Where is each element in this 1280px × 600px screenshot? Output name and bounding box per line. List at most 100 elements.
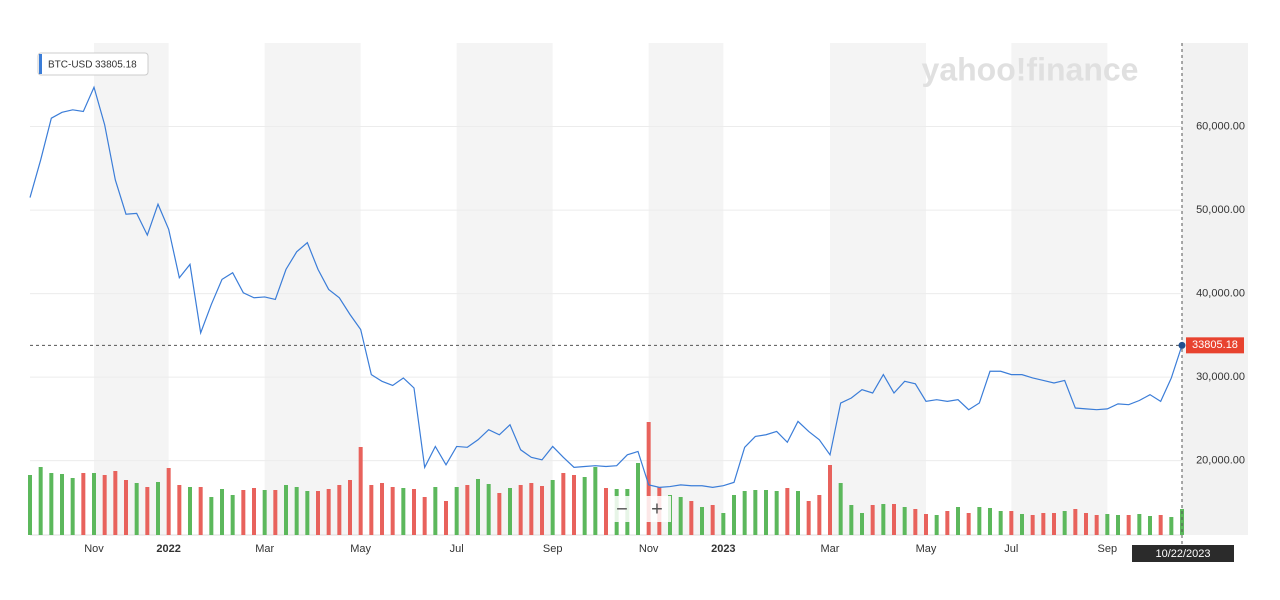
date-badge-label: 10/22/2023 — [1155, 548, 1210, 560]
month-band — [456, 43, 553, 535]
x-tick-label: Nov — [84, 543, 104, 555]
volume-bar — [241, 490, 246, 535]
volume-bar — [422, 497, 427, 535]
volume-bar — [444, 501, 448, 535]
volume-bar — [508, 488, 512, 535]
volume-bar — [102, 475, 107, 535]
volume-bar — [742, 491, 747, 535]
volume-bar — [646, 422, 651, 535]
volume-bar — [262, 490, 267, 535]
y-tick-label: 30,000.00 — [1196, 371, 1245, 383]
volume-bar — [966, 513, 971, 535]
volume-bar — [582, 477, 587, 535]
volume-bar — [124, 480, 128, 535]
zoom-button[interactable] — [643, 496, 671, 522]
zoom-button-label[interactable]: − — [616, 498, 628, 520]
volume-bar — [70, 478, 75, 535]
volume-bar — [1041, 513, 1046, 535]
volume-bar — [881, 504, 886, 535]
month-band — [648, 43, 724, 535]
volume-bar — [945, 511, 950, 535]
price-badge — [1186, 337, 1244, 354]
volume-bar — [198, 487, 203, 535]
volume-bar — [337, 485, 342, 535]
price-badge-label: 33805.18 — [1192, 339, 1238, 351]
volume-bar — [1126, 515, 1131, 535]
volume-bar — [1094, 515, 1099, 535]
zoom-button[interactable] — [608, 496, 636, 522]
volume-bar — [134, 483, 139, 535]
legend-box — [37, 52, 149, 76]
x-tick-label: May — [916, 543, 937, 555]
volume-bar — [732, 495, 736, 535]
volume-bar — [860, 513, 864, 535]
volume-bar — [689, 501, 694, 535]
volume-bar — [1158, 515, 1163, 535]
x-tick-label: Sep — [543, 543, 563, 555]
zoom-button-label[interactable]: + — [651, 498, 663, 520]
watermark: yahoo!finance — [922, 51, 1139, 87]
x-tick-label: Jul — [1004, 543, 1018, 555]
volume-bar — [166, 468, 171, 535]
volume-bar — [28, 475, 32, 535]
volume-bar — [902, 507, 907, 535]
volume-bar — [604, 488, 608, 535]
volume-bar — [593, 467, 598, 535]
y-tick-label: 60,000.00 — [1196, 120, 1245, 132]
y-tick-label: 40,000.00 — [1196, 288, 1245, 300]
volume-bar — [988, 508, 992, 535]
volume-bar — [1180, 509, 1184, 535]
volume-bar — [1148, 516, 1152, 535]
month-band — [830, 43, 926, 535]
volume-bar — [1062, 511, 1067, 535]
y-tick-label: 20,000.00 — [1196, 455, 1245, 467]
x-tick-label: Jul — [450, 543, 464, 555]
volume-bar — [1137, 514, 1142, 535]
volume-bar — [817, 495, 822, 535]
volume-bar — [892, 504, 896, 535]
volume-bar — [284, 485, 288, 535]
volume-bar — [188, 487, 192, 535]
date-badge — [1132, 545, 1234, 562]
legend-name: BTC-USD — [48, 60, 92, 71]
volume-bar — [1052, 513, 1056, 535]
month-band — [94, 43, 169, 535]
volume-bar — [540, 486, 544, 535]
x-tick-label: Nov — [639, 543, 659, 555]
volume-bar — [1030, 515, 1035, 535]
volume-bar — [838, 483, 843, 535]
x-tick-label: 2023 — [711, 543, 735, 555]
volume-bar — [1020, 514, 1024, 535]
x-tick-label: May — [350, 543, 371, 555]
legend-value: 33805.18 — [95, 60, 137, 71]
volume-bar — [956, 507, 960, 535]
volume-bar — [1105, 514, 1110, 535]
volume-bar — [497, 493, 502, 535]
volume-bar — [209, 497, 214, 535]
month-band — [264, 43, 361, 535]
volume-bar — [998, 511, 1003, 535]
volume-bar — [305, 491, 310, 535]
volume-bar — [433, 487, 438, 535]
volume-bar — [486, 484, 491, 535]
volume-bar — [113, 471, 118, 535]
volume-bar — [380, 483, 384, 535]
volume-bar — [934, 515, 939, 535]
x-tick-label: Mar — [821, 543, 840, 555]
volume-bar — [806, 501, 811, 535]
volume-bar — [849, 505, 854, 535]
volume-bar — [454, 487, 459, 535]
last-point — [1178, 341, 1186, 349]
volume-bar — [294, 487, 299, 535]
volume-bar — [550, 480, 555, 535]
volume-bar — [401, 488, 406, 535]
x-tick-label: 2022 — [156, 543, 180, 555]
volume-bar — [326, 489, 331, 535]
volume-bar — [796, 491, 800, 535]
y-tick-label: 50,000.00 — [1196, 204, 1245, 216]
volume-bar — [390, 487, 395, 535]
volume-bar — [465, 485, 470, 535]
volume-bar — [1084, 513, 1088, 535]
volume-bar — [518, 485, 523, 535]
